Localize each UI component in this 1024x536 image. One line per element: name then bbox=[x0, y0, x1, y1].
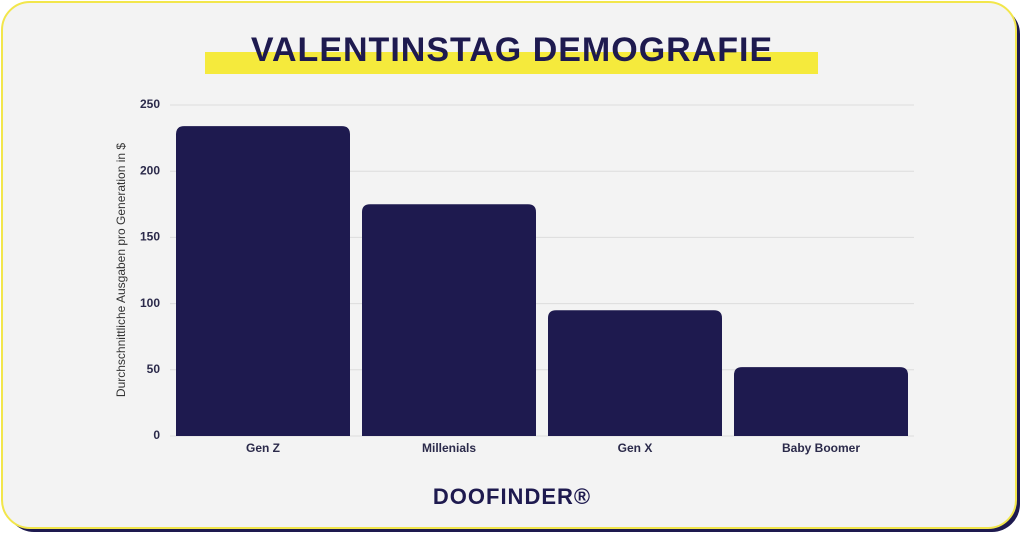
brand-logo: DOOFINDER® bbox=[433, 484, 591, 509]
y-tick-label: 250 bbox=[140, 97, 160, 111]
bar bbox=[176, 126, 350, 437]
y-axis-label: Durchschnittliche Ausgaben pro Generatio… bbox=[114, 143, 128, 397]
y-tick-label: 150 bbox=[140, 230, 160, 244]
x-tick-label: Millenials bbox=[422, 441, 476, 455]
title-highlight bbox=[205, 52, 818, 74]
x-tick-label: Gen X bbox=[618, 441, 653, 455]
x-tick-label: Baby Boomer bbox=[782, 441, 860, 455]
bar bbox=[734, 367, 908, 436]
bar bbox=[362, 204, 536, 436]
y-tick-label: 50 bbox=[147, 362, 161, 376]
x-tick-label: Gen Z bbox=[246, 441, 280, 455]
y-tick-label: 100 bbox=[140, 296, 160, 310]
y-tick-label: 200 bbox=[140, 163, 160, 177]
chart-title: VALENTINSTAG DEMOGRAFIE bbox=[251, 31, 773, 69]
y-tick-label: 0 bbox=[153, 428, 160, 442]
bar bbox=[548, 310, 722, 436]
